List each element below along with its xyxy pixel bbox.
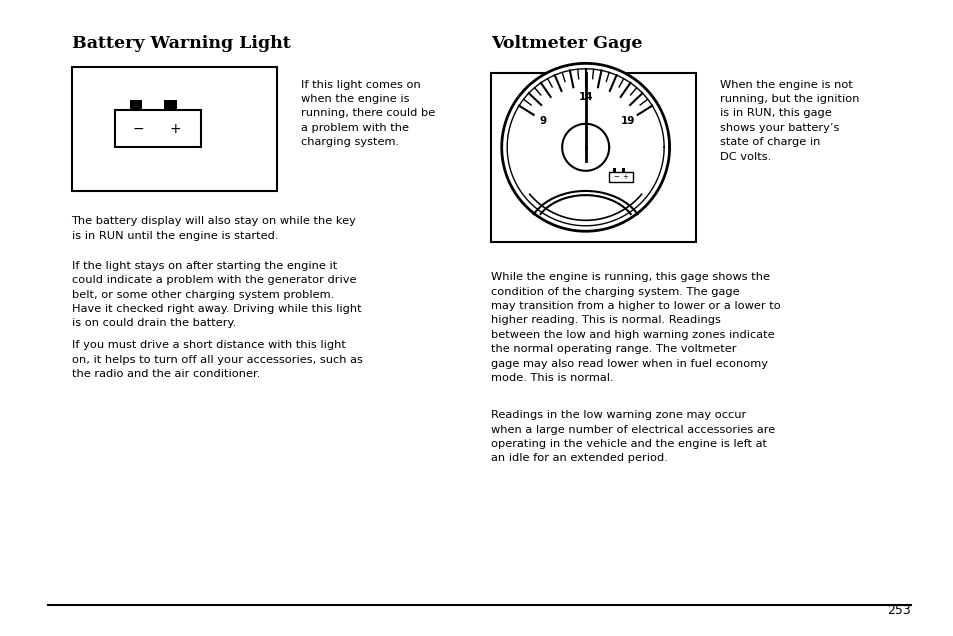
Text: Battery Warning Light: Battery Warning Light [71, 35, 290, 52]
Text: 253: 253 [886, 604, 910, 617]
Text: 9: 9 [539, 116, 546, 126]
Bar [164, 100, 176, 111]
Text: −: − [132, 121, 145, 136]
Bar [621, 169, 624, 172]
Text: −: − [613, 174, 618, 180]
Text: If you must drive a short distance with this light
on, it helps to turn off all : If you must drive a short distance with … [71, 340, 362, 379]
Polygon shape [501, 64, 669, 232]
Bar [608, 172, 632, 182]
Bar [71, 67, 276, 191]
Text: If this light comes on
when the engine is
running, there could be
a problem with: If this light comes on when the engine i… [300, 80, 435, 147]
Text: +: + [169, 121, 180, 136]
Polygon shape [507, 69, 663, 226]
Text: Readings in the low warning zone may occur
when a large number of electrical acc: Readings in the low warning zone may occ… [491, 410, 775, 464]
Text: +: + [622, 174, 628, 180]
Text: 19: 19 [620, 116, 635, 126]
Polygon shape [561, 124, 609, 171]
Bar [130, 100, 142, 111]
Text: The battery display will also stay on while the key
is in RUN until the engine i: The battery display will also stay on wh… [71, 216, 356, 240]
Text: While the engine is running, this gage shows the
condition of the charging syste: While the engine is running, this gage s… [491, 272, 781, 383]
Text: Voltmeter Gage: Voltmeter Gage [491, 35, 642, 52]
Bar [612, 169, 615, 172]
Bar [491, 73, 696, 242]
Text: When the engine is not
running, but the ignition
is in RUN, this gage
shows your: When the engine is not running, but the … [720, 80, 859, 162]
Text: 14: 14 [578, 92, 593, 102]
Bar [114, 111, 200, 148]
Text: If the light stays on after starting the engine it
could indicate a problem with: If the light stays on after starting the… [71, 261, 361, 328]
